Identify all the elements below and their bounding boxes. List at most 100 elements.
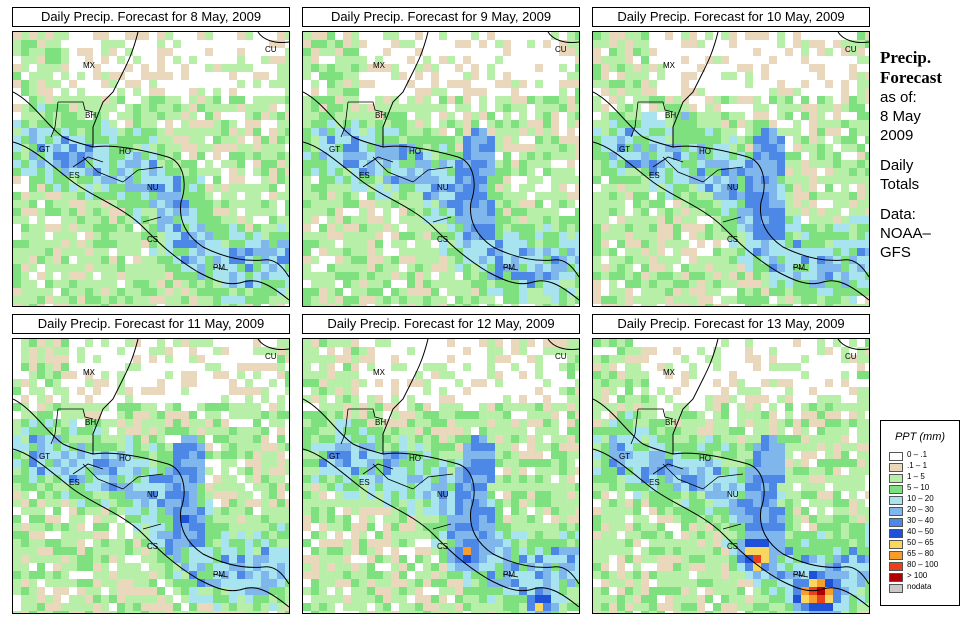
precip-cell bbox=[471, 144, 479, 152]
precip-cell bbox=[213, 32, 221, 40]
precip-cell bbox=[29, 192, 37, 200]
precip-cell bbox=[69, 152, 77, 160]
precip-cell bbox=[319, 240, 327, 248]
precip-cell bbox=[841, 80, 849, 88]
precip-cell bbox=[29, 144, 37, 152]
precip-cell bbox=[165, 264, 173, 272]
precip-cell bbox=[641, 288, 649, 296]
precip-cell bbox=[455, 40, 463, 48]
precip-cell bbox=[149, 264, 157, 272]
precip-cell bbox=[229, 403, 237, 411]
precip-cell bbox=[737, 144, 745, 152]
precip-cell bbox=[487, 32, 495, 40]
precip-cell bbox=[383, 232, 391, 240]
precip-cell bbox=[69, 48, 77, 56]
precip-cell bbox=[463, 144, 471, 152]
precip-cell bbox=[319, 232, 327, 240]
precip-cell bbox=[197, 491, 205, 499]
precip-cell bbox=[237, 280, 245, 288]
precip-cell bbox=[197, 547, 205, 555]
precip-cell bbox=[101, 296, 109, 304]
precip-cell bbox=[559, 152, 567, 160]
precip-cell bbox=[157, 443, 165, 451]
precip-cell bbox=[785, 112, 793, 120]
precip-cell bbox=[657, 112, 665, 120]
precip-cell bbox=[181, 563, 189, 571]
precip-cell bbox=[37, 40, 45, 48]
precip-cell bbox=[801, 200, 809, 208]
precip-cell bbox=[61, 387, 69, 395]
precip-cell bbox=[857, 232, 865, 240]
precip-cell bbox=[479, 280, 487, 288]
precip-cell bbox=[487, 176, 495, 184]
precip-cell bbox=[197, 192, 205, 200]
precip-cell bbox=[157, 96, 165, 104]
precip-cell bbox=[641, 240, 649, 248]
country-label-nu: NU bbox=[147, 183, 159, 192]
precip-cell bbox=[809, 88, 817, 96]
precip-cell bbox=[85, 240, 93, 248]
precip-cell bbox=[841, 264, 849, 272]
precip-cell bbox=[673, 192, 681, 200]
precip-cell bbox=[527, 136, 535, 144]
precip-cell bbox=[77, 523, 85, 531]
precip-cell bbox=[229, 371, 237, 379]
precip-cell bbox=[801, 64, 809, 72]
precip-cell bbox=[189, 136, 197, 144]
precip-cell bbox=[109, 168, 117, 176]
precip-cell bbox=[463, 48, 471, 56]
precip-cell bbox=[431, 56, 439, 64]
precip-cell bbox=[61, 168, 69, 176]
precip-cell bbox=[109, 192, 117, 200]
precip-cell bbox=[261, 555, 269, 563]
precip-cell bbox=[777, 152, 785, 160]
precip-cell bbox=[319, 112, 327, 120]
precip-cell bbox=[61, 611, 69, 613]
precip-cell bbox=[181, 595, 189, 603]
precip-cell bbox=[213, 363, 221, 371]
precip-cell bbox=[753, 304, 761, 306]
precip-cell bbox=[697, 200, 705, 208]
precip-cell bbox=[37, 248, 45, 256]
precip-cell bbox=[277, 467, 285, 475]
precip-cell bbox=[617, 240, 625, 248]
precip-cell bbox=[359, 288, 367, 296]
precip-cell bbox=[343, 304, 351, 306]
precip-cell bbox=[277, 248, 285, 256]
precip-cell bbox=[535, 224, 543, 232]
precip-cell bbox=[527, 104, 535, 112]
precip-cell bbox=[29, 56, 37, 64]
precip-cell bbox=[181, 112, 189, 120]
precip-cell bbox=[69, 571, 77, 579]
precip-cell bbox=[69, 603, 77, 611]
precip-cell bbox=[117, 112, 125, 120]
precip-cell bbox=[543, 120, 551, 128]
precip-cell bbox=[165, 176, 173, 184]
precip-cell bbox=[165, 411, 173, 419]
precip-cell bbox=[519, 232, 527, 240]
precip-cell bbox=[769, 184, 777, 192]
precip-cell bbox=[519, 176, 527, 184]
precip-cell bbox=[29, 571, 37, 579]
precip-cell bbox=[625, 160, 633, 168]
precip-cell bbox=[269, 232, 277, 240]
precip-cell bbox=[181, 579, 189, 587]
precip-cell bbox=[673, 104, 681, 112]
precip-cell bbox=[205, 363, 213, 371]
precip-cell bbox=[857, 128, 865, 136]
precip-cell bbox=[53, 339, 61, 347]
precip-cell bbox=[713, 104, 721, 112]
precip-cell bbox=[665, 280, 673, 288]
precip-cell bbox=[375, 152, 383, 160]
precip-cell bbox=[13, 419, 21, 427]
precip-cell bbox=[45, 272, 53, 280]
precip-cell bbox=[13, 272, 21, 280]
precip-cell bbox=[721, 208, 729, 216]
precip-cell bbox=[197, 403, 205, 411]
precip-cell bbox=[29, 443, 37, 451]
precip-cell bbox=[205, 467, 213, 475]
precip-cell bbox=[85, 547, 93, 555]
precip-cell bbox=[269, 208, 277, 216]
precip-cell bbox=[205, 264, 213, 272]
precip-cell bbox=[423, 136, 431, 144]
